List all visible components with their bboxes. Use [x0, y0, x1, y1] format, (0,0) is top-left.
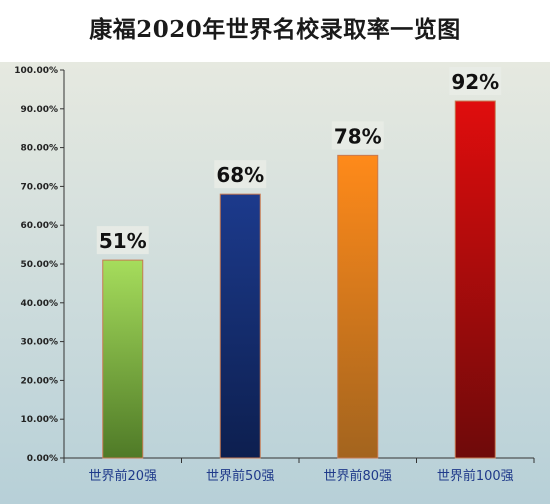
y-tick-label: 70.00%	[21, 182, 59, 192]
y-tick-label: 80.00%	[21, 144, 59, 154]
y-tick-label: 60.00%	[21, 221, 59, 231]
data-label: 68%	[216, 163, 264, 187]
y-tick-label: 100.00%	[14, 66, 58, 76]
x-category-label: 世界前50强	[206, 468, 275, 484]
chart-title: 康福2020年世界名校录取率一览图	[89, 16, 461, 43]
data-labels: 51% 68% 78% 92%	[96, 67, 502, 255]
data-label-background	[449, 67, 502, 96]
bar	[219, 193, 261, 459]
data-label-background	[331, 121, 384, 150]
data-label-background	[214, 160, 267, 189]
y-axis: 0.00% 10.00% 20.00% 30.00% 40.00% 50.00% 60.00…	[14, 66, 65, 464]
y-tick-label: 50.00%	[21, 260, 59, 270]
x-category-label: 世界前20强	[88, 468, 157, 484]
y-tick-label: 40.00%	[21, 299, 59, 309]
x-category-label: 世界前80强	[323, 468, 392, 484]
bar	[102, 259, 144, 459]
data-label: 51%	[99, 229, 147, 253]
y-tick-label: 10.00%	[21, 415, 59, 425]
bar	[454, 100, 496, 459]
data-label-background	[96, 226, 149, 255]
data-label: 92%	[451, 70, 499, 94]
x-category-label: 世界前100强	[437, 468, 514, 484]
y-tick-label: 20.00%	[21, 376, 59, 386]
y-tick-label: 90.00%	[21, 105, 59, 115]
bars	[102, 100, 496, 459]
data-label: 78%	[334, 124, 382, 148]
bar	[337, 154, 379, 459]
y-tick-label: 0.00%	[27, 454, 58, 464]
y-tick-label: 30.00%	[21, 338, 59, 348]
